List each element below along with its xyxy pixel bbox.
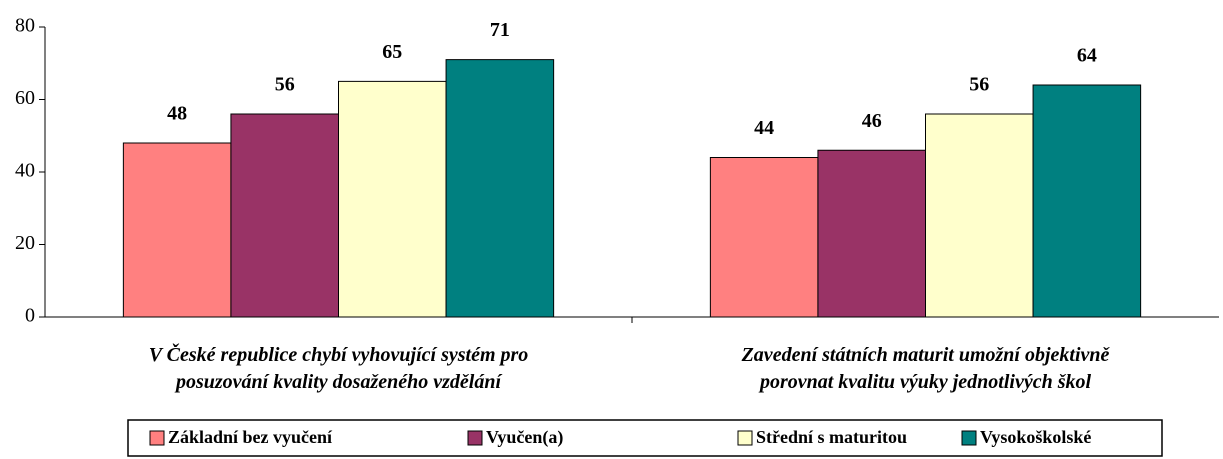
legend-swatch [149, 430, 165, 446]
legend-label: Vyučen(a) [486, 427, 563, 448]
legend-swatch [961, 430, 977, 446]
x-tick-label: V České republice chybí vyhovující systé… [149, 342, 529, 393]
value-label: 65 [382, 41, 402, 63]
bar [338, 80, 447, 318]
legend-label: Vysokoškolské [980, 427, 1091, 447]
y-tick-label: 40 [15, 160, 35, 182]
legend-box [127, 419, 1163, 457]
y-tick-label: 60 [15, 87, 35, 109]
value-label: 64 [1077, 45, 1097, 67]
bar [230, 113, 339, 318]
y-tick-label: 0 [25, 305, 35, 327]
value-label: 48 [167, 103, 187, 125]
bar [817, 149, 926, 318]
value-label: 46 [862, 110, 882, 132]
value-label: 44 [754, 117, 774, 139]
y-tick-label: 80 [15, 15, 35, 37]
bar [709, 157, 819, 318]
legend-label: Střední s maturitou [756, 427, 907, 447]
legend-swatch [467, 430, 483, 446]
legend-swatch [737, 430, 753, 446]
value-label: 56 [969, 74, 989, 96]
legend-label: Základní bez vyučení [168, 427, 333, 447]
bar [122, 142, 232, 318]
value-label: 71 [490, 19, 510, 41]
bar [925, 113, 1034, 318]
bar [1032, 84, 1142, 318]
x-tick-label: Zavedení státních maturit umožní objekti… [741, 344, 1111, 393]
value-label: 56 [275, 74, 295, 96]
y-tick-label: 20 [15, 232, 35, 254]
bar [445, 59, 555, 318]
